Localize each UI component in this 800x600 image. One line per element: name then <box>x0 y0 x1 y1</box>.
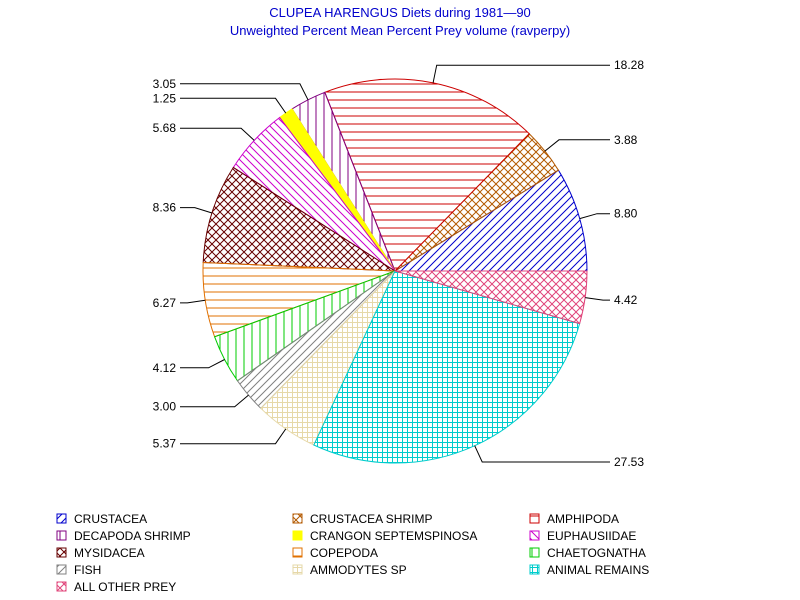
legend-swatch-amphipoda <box>529 513 540 524</box>
legend-item-crangon-septemspinosa: CRANGON SEPTEMSPINOSA <box>292 529 477 543</box>
leader-line-amphipoda <box>432 64 610 83</box>
legend-label-mysidacea: MYSIDACEA <box>74 546 145 560</box>
legend-label-animal-remains: ANIMAL REMAINS <box>547 563 649 577</box>
leader-line-ammodytes-sp <box>180 428 287 445</box>
legend-item-animal-remains: ANIMAL REMAINS <box>529 563 649 577</box>
legend-item-all-other-prey: ALL OTHER PREY <box>56 580 176 594</box>
pie-slice-mysidacea <box>202 166 397 272</box>
pie-slice-all-other-prey <box>394 270 588 325</box>
legend-swatch-animal-remains <box>529 564 540 575</box>
leader-line-chaetognatha <box>180 359 225 369</box>
value-label-mysidacea: 8.36 <box>153 201 177 215</box>
legend-swatch-euphausiidae <box>529 530 540 541</box>
legend-item-decapoda-shrimp: DECAPODA SHRIMP <box>56 529 191 543</box>
value-label-copepoda: 6.27 <box>153 296 177 310</box>
legend-swatch-ammodytes-sp <box>292 564 303 575</box>
legend-label-euphausiidae: EUPHAUSIIDAE <box>547 529 636 543</box>
value-label-decapoda-shrimp: 3.05 <box>153 77 177 91</box>
legend-item-amphipoda: AMPHIPODA <box>529 512 619 526</box>
value-label-all-other-prey: 4.42 <box>614 293 638 307</box>
legend: CRUSTACEA CRUSTACEA SHRIMP AMPHIPODA DECAPO… <box>56 512 649 594</box>
legend-swatch-chaetognatha <box>529 547 540 558</box>
legend-item-crustacea-shrimp: CRUSTACEA SHRIMP <box>292 512 432 526</box>
value-label-crangon-septemspinosa: 1.25 <box>153 91 177 105</box>
value-label-chaetognatha: 4.12 <box>153 361 177 375</box>
chart-subtitle: Unweighted Percent Mean Percent Prey vol… <box>230 23 570 38</box>
legend-swatch-copepoda <box>292 547 303 558</box>
legend-swatch-crangon-septemspinosa <box>292 530 303 541</box>
legend-item-crustacea: CRUSTACEA <box>56 512 147 526</box>
chart-title: CLUPEA HARENGUS Diets during 1981—90 <box>269 5 531 20</box>
pie-slice-animal-remains <box>313 270 581 464</box>
legend-item-chaetognatha: CHAETOGNATHA <box>529 546 646 560</box>
legend-item-euphausiidae: EUPHAUSIIDAE <box>529 529 636 543</box>
legend-swatch-all-other-prey <box>56 581 67 592</box>
leader-line-crustacea <box>579 213 610 220</box>
legend-label-ammodytes-sp: AMMODYTES SP <box>310 563 407 577</box>
pie-value-labels: 8.80 3.88 18.28 3.051.25 5.68 8.36 6.27 4.12 3.0… <box>153 58 645 469</box>
leader-line-copepoda <box>180 299 206 304</box>
leader-line-euphausiidae <box>180 127 255 141</box>
pie-slices <box>202 78 588 464</box>
legend-swatch-decapoda-shrimp <box>56 530 67 541</box>
pie-slice-amphipoda <box>324 78 530 272</box>
legend-label-amphipoda: AMPHIPODA <box>547 512 619 526</box>
leader-line-mysidacea <box>180 207 213 214</box>
legend-label-crangon-septemspinosa: CRANGON SEPTEMSPINOSA <box>310 529 477 543</box>
legend-swatch-mysidacea <box>56 547 67 558</box>
leader-line-crangon-septemspinosa <box>180 97 287 114</box>
leader-line-fish <box>180 394 249 408</box>
leader-line-animal-remains <box>474 445 610 463</box>
legend-item-copepoda: COPEPODA <box>292 546 378 560</box>
legend-label-decapoda-shrimp: DECAPODA SHRIMP <box>74 529 191 543</box>
value-label-crustacea: 8.80 <box>614 207 638 221</box>
value-label-euphausiidae: 5.68 <box>153 121 177 135</box>
legend-item-ammodytes-sp: AMMODYTES SP <box>292 563 407 577</box>
legend-label-crustacea: CRUSTACEA <box>74 512 147 526</box>
value-label-crustacea-shrimp: 3.88 <box>614 133 638 147</box>
legend-item-fish: FISH <box>56 563 101 577</box>
legend-label-fish: FISH <box>74 563 101 577</box>
leader-line-decapoda-shrimp <box>180 83 309 101</box>
leader-line-crustacea-shrimp <box>544 139 610 152</box>
legend-swatch-fish <box>56 564 67 575</box>
legend-swatch-crustacea-shrimp <box>292 513 303 524</box>
value-label-ammodytes-sp: 5.37 <box>153 437 177 451</box>
legend-label-chaetognatha: CHAETOGNATHA <box>547 546 646 560</box>
legend-item-mysidacea: MYSIDACEA <box>56 546 145 560</box>
legend-label-crustacea-shrimp: CRUSTACEA SHRIMP <box>310 512 432 526</box>
value-label-fish: 3.00 <box>153 400 177 414</box>
legend-swatch-crustacea <box>56 513 67 524</box>
value-label-animal-remains: 27.53 <box>614 455 644 469</box>
value-label-amphipoda: 18.28 <box>614 58 644 72</box>
legend-label-all-other-prey: ALL OTHER PREY <box>74 580 176 594</box>
leader-line-all-other-prey <box>585 297 610 301</box>
legend-label-copepoda: COPEPODA <box>310 546 378 560</box>
